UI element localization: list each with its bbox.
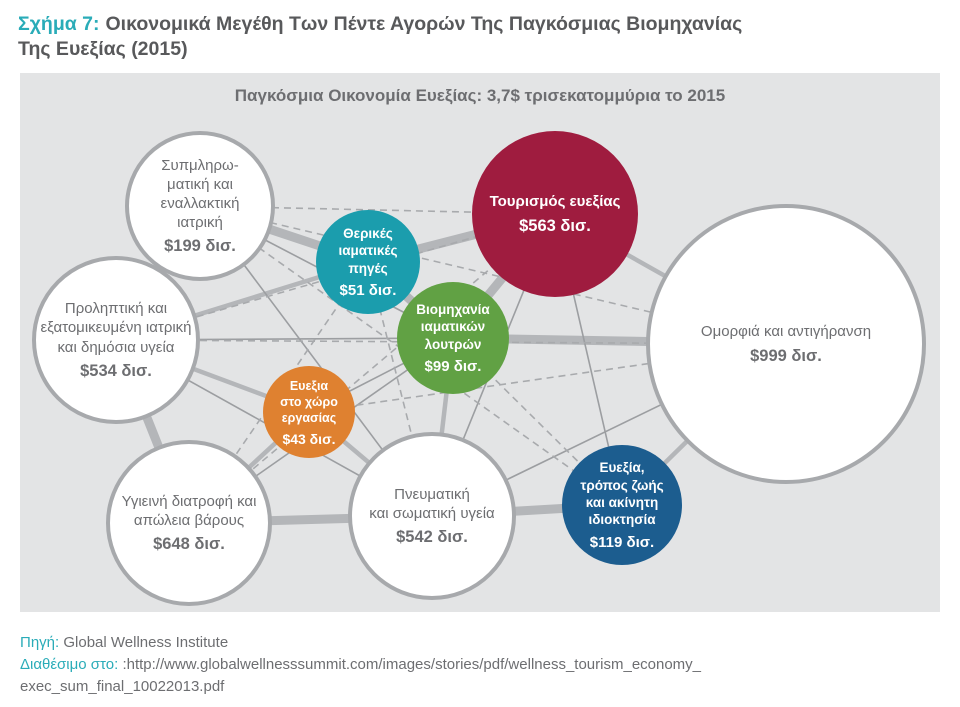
bubble-label: Ευεξια στο χώρο εργασίας xyxy=(280,378,338,425)
footer: Πηγή: Global Wellness Institute Διαθέσιμ… xyxy=(20,632,920,698)
url-text-line2: exec_sum_final_10022013.pdf xyxy=(20,678,225,695)
bubble-tourism: Τουρισμός ευεξίας $563 δισ. xyxy=(472,131,638,297)
source-line: Πηγή: Global Wellness Institute xyxy=(20,632,920,654)
bubble-value: $119 δισ. xyxy=(589,533,655,551)
bubble-comp: Συπμληρω- ματική και εναλλακτική ιατρική… xyxy=(125,131,275,281)
bubble-value: $563 δισ. xyxy=(519,216,591,235)
bubble-food: Υγιεινή διατροφή και απώλεια βάρους $648 … xyxy=(106,440,272,606)
bubble-beauty: Ομορφιά και αντιγήρανση $999 δισ. xyxy=(646,204,926,484)
source-label: Πηγή: xyxy=(20,634,60,651)
bubble-label: Βιομηχανία ιαματικών λουτρών xyxy=(416,302,490,352)
panel-subtitle: Παγκόσμια Οικονομία Ευεξίας: 3,7$ τρισεκ… xyxy=(234,86,726,105)
bubble-preventive: Προληπτική και εξατομικευμένη ιατρική κα… xyxy=(32,256,200,424)
bubble-value: $99 δισ. xyxy=(424,357,482,375)
available-line: Διαθέσιμο στο: :http://www.globalwellnes… xyxy=(20,654,920,676)
bubble-value: $43 δισ. xyxy=(282,430,336,447)
link-comp-beauty xyxy=(199,205,787,345)
bubble-value: $999 δισ. xyxy=(750,346,822,365)
bubble-label: Προληπτική και εξατομικευμένη ιατρική κα… xyxy=(40,300,192,356)
bubble-label: Ευεξία, τρόπος ζωής και ακίνητη ιδιοκτησ… xyxy=(580,460,664,528)
bubble-lifestyle: Ευεξία, τρόπος ζωής και ακίνητη ιδιοκτησ… xyxy=(562,445,682,565)
bubble-value: $534 δισ. xyxy=(80,361,152,380)
bubble-label: Ομορφιά και αντιγήρανση xyxy=(700,323,872,341)
figure-title-text: Οικονομικά Μεγέθη Των Πέντε Αγορών Της Π… xyxy=(18,13,743,60)
figure-title: Σχήμα 7: Οικονομικά Μεγέθη Των Πέντε Αγορ… xyxy=(18,12,748,62)
bubble-label: Υγιεινή διατροφή και απώλεια βάρους xyxy=(121,492,257,529)
bubble-label: Συπμληρω- ματική και εναλλακτική ιατρική xyxy=(160,156,240,232)
bubble-value: $648 δισ. xyxy=(153,535,225,554)
bubble-spa: Βιομηχανία ιαματικών λουτρών $99 δισ. xyxy=(397,282,509,394)
bubble-value: $199 δισ. xyxy=(164,237,236,256)
figure-number: Σχήμα 7: xyxy=(18,13,100,35)
bubble-value: $542 δισ. xyxy=(396,528,468,547)
url-text-line1: :http://www.globalwellnesssummit.com/ima… xyxy=(122,656,702,673)
bubble-value: $51 δισ. xyxy=(339,281,397,299)
bubble-mindbody: Πνευματική και σωματική υγεία $542 δισ. xyxy=(348,432,516,600)
bubble-label: Θερικές ιαματικές πηγές xyxy=(338,226,398,276)
bubble-workplace: Ευεξια στο χώρο εργασίας $43 δισ. xyxy=(263,366,355,458)
bubble-label: Τουρισμός ευεξίας xyxy=(489,193,621,211)
available-label: Διαθέσιμο στο: xyxy=(20,656,119,673)
source-text: Global Wellness Institute xyxy=(63,634,229,651)
bubble-label: Πνευματική και σωματική υγεία xyxy=(369,485,495,522)
bubble-springs: Θερικές ιαματικές πηγές $51 δισ. xyxy=(316,210,420,314)
